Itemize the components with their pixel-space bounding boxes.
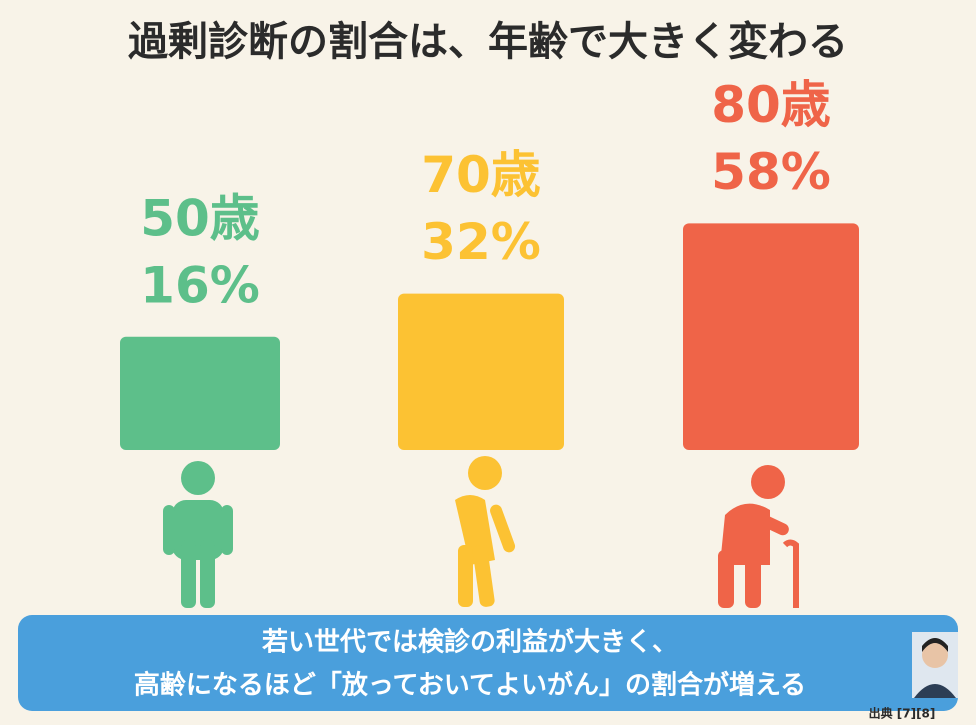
value-label: 32%: [421, 213, 541, 271]
person-icon: [718, 465, 799, 608]
chart-title: 過剰診断の割合は、年齢で大きく変わる: [128, 19, 848, 65]
caption-line: 高齢になるほど「放っておいてよいがん」の割合が増える: [134, 670, 806, 701]
caption-box: [18, 615, 958, 711]
category-label: 80歳: [711, 76, 831, 134]
speaker-photo: [912, 632, 958, 698]
person-icon: [163, 461, 233, 608]
caption-line: 若い世代では検診の利益が大きく、: [262, 627, 678, 658]
value-label: 16%: [140, 256, 260, 314]
value-label: 58%: [711, 143, 831, 201]
category-label: 50歳: [140, 189, 260, 247]
bar: [398, 293, 564, 450]
bar: [683, 223, 859, 450]
person-icon: [455, 456, 516, 607]
source: 出典 [7][8]: [869, 706, 936, 721]
bar: [120, 336, 280, 450]
category-label: 70歳: [421, 146, 541, 204]
